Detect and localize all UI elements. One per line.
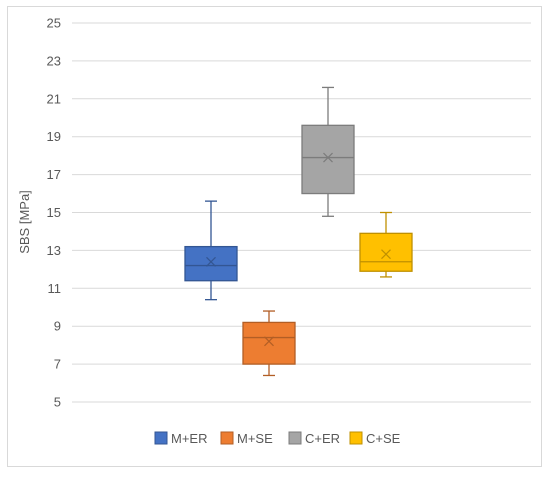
iqr-box bbox=[301, 124, 355, 195]
legend-swatch bbox=[220, 431, 234, 445]
box-c-se bbox=[359, 211, 413, 278]
mean-marker bbox=[381, 249, 391, 260]
legend-label: C+SE bbox=[366, 431, 401, 446]
y-tick-label: 19 bbox=[47, 129, 61, 144]
y-tick-label: 25 bbox=[47, 16, 61, 31]
legend-label: M+SE bbox=[237, 431, 273, 446]
y-tick-label: 23 bbox=[47, 53, 61, 68]
iqr-box bbox=[242, 321, 296, 365]
y-tick-label: 11 bbox=[48, 281, 62, 296]
legend-item: M+ER bbox=[154, 431, 207, 446]
y-axis-title: SBS [MPa] bbox=[17, 190, 32, 254]
legend-label: M+ER bbox=[171, 431, 207, 446]
y-tick-label: 21 bbox=[47, 91, 61, 106]
legend-swatch bbox=[288, 431, 302, 445]
y-tick-label: 9 bbox=[54, 319, 61, 334]
legend-swatch bbox=[154, 431, 168, 445]
y-tick-label: 15 bbox=[47, 205, 61, 220]
y-tick-label: 5 bbox=[54, 395, 61, 410]
mean-marker bbox=[264, 336, 274, 347]
legend: M+ER M+SE C+ER C+SE bbox=[154, 431, 401, 446]
box-c-er bbox=[301, 86, 355, 217]
gridlines bbox=[72, 22, 531, 403]
legend-label: C+ER bbox=[305, 431, 340, 446]
legend-swatch bbox=[349, 431, 363, 445]
y-axis-tick-labels: 5 7 9 11 13 15 17 19 21 23 25 bbox=[47, 16, 61, 410]
boxes bbox=[184, 86, 413, 377]
iqr-box bbox=[184, 245, 238, 282]
y-tick-label: 17 bbox=[47, 167, 61, 182]
chart-frame bbox=[7, 6, 542, 467]
box-m-se bbox=[242, 310, 296, 377]
y-tick-label: 7 bbox=[54, 357, 61, 372]
mean-marker bbox=[323, 152, 333, 163]
legend-item: C+ER bbox=[288, 431, 340, 446]
mean-marker bbox=[206, 256, 216, 267]
legend-item: C+SE bbox=[349, 431, 401, 446]
legend-item: M+SE bbox=[220, 431, 273, 446]
box-m-er bbox=[184, 200, 238, 301]
iqr-box bbox=[359, 232, 413, 272]
y-tick-label: 13 bbox=[47, 243, 61, 258]
